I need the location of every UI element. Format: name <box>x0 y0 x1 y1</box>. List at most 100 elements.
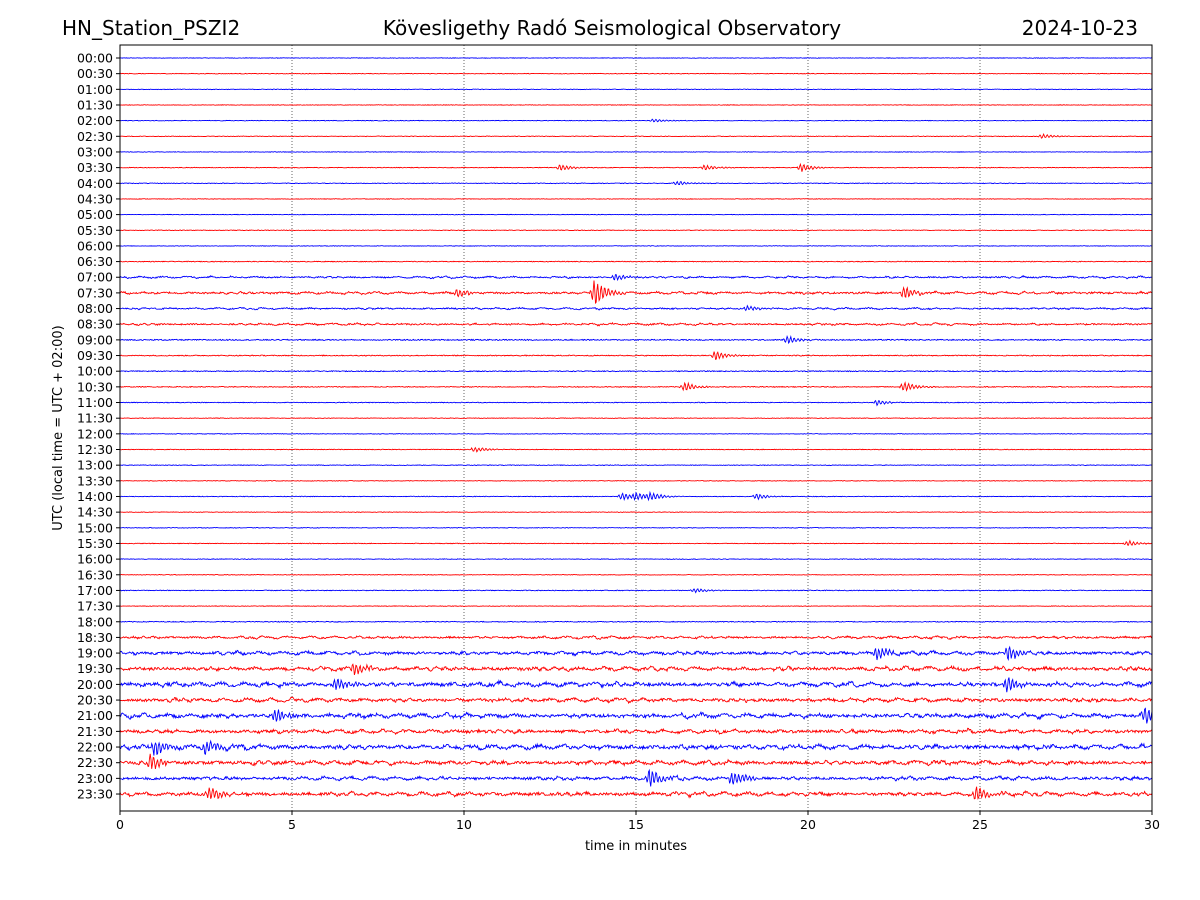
y-tick-label-1400: 14:00 <box>77 489 113 504</box>
y-tick-label-1530: 15:30 <box>77 536 113 551</box>
y-tick-label-0000: 00:00 <box>77 51 113 66</box>
y-tick-label-0500: 05:00 <box>77 207 113 222</box>
y-tick-label-1330: 13:30 <box>77 473 113 488</box>
trace-2030 <box>119 696 1153 705</box>
trace-0830 <box>119 321 1153 327</box>
trace-0430 <box>120 198 1153 200</box>
trace-2130 <box>119 727 1153 736</box>
y-tick-label-0800: 08:00 <box>77 301 113 316</box>
x-axis-ticks: 0 5 10 15 20 25 30 <box>116 811 1160 832</box>
y-tick-label-1600: 16:00 <box>77 552 113 567</box>
y-tick-label-0700: 07:00 <box>77 270 113 285</box>
trace-1500 <box>119 526 1153 529</box>
trace-0230 <box>119 133 1152 139</box>
trace-1100 <box>119 399 1153 407</box>
y-tick-label-2030: 20:30 <box>77 693 113 708</box>
trace-0500 <box>119 213 1153 216</box>
y-tick-label-1300: 13:00 <box>77 458 113 473</box>
y-tick-label-0030: 00:30 <box>77 66 113 81</box>
plot-frame <box>119 44 1153 812</box>
trace-2000 <box>119 677 1153 693</box>
y-tick-label-2330: 23:30 <box>77 787 113 802</box>
trace-0300 <box>119 151 1153 153</box>
y-tick-label-0200: 02:00 <box>77 113 113 128</box>
chart-date: 2024-10-23 <box>1022 16 1138 40</box>
y-tick-label-1930: 19:30 <box>77 661 113 676</box>
trace-2200 <box>120 739 1153 756</box>
trace-1700 <box>119 588 1153 594</box>
y-tick-label-0430: 04:30 <box>77 191 113 206</box>
trace-1430 <box>119 511 1153 513</box>
trace-0900 <box>119 334 1153 345</box>
y-tick-label-1730: 17:30 <box>77 599 113 614</box>
trace-0130 <box>119 104 1153 106</box>
trace-1830 <box>119 635 1153 641</box>
trace-area <box>119 57 1153 800</box>
y-tick-label-1800: 18:00 <box>77 614 113 629</box>
y-tick-label-0230: 02:30 <box>77 129 113 144</box>
y-tick-label-1130: 11:30 <box>77 411 113 426</box>
y-tick-label-2200: 22:00 <box>77 740 113 755</box>
trace-1530 <box>120 539 1153 546</box>
trace-0400 <box>119 180 1152 186</box>
x-axis-label: time in minutes <box>585 839 687 854</box>
grid-lines <box>291 45 981 811</box>
y-tick-label-0100: 01:00 <box>77 82 113 97</box>
y-tick-label-1030: 10:30 <box>77 379 113 394</box>
trace-0100 <box>120 88 1153 91</box>
x-tick-label-30: 30 <box>1144 817 1160 832</box>
y-tick-label-0530: 05:30 <box>77 223 113 238</box>
y-tick-label-2100: 21:00 <box>77 708 113 723</box>
y-tick-label-1230: 12:30 <box>77 442 113 457</box>
trace-0600 <box>119 245 1153 247</box>
trace-1600 <box>119 558 1153 560</box>
trace-1930 <box>119 663 1153 676</box>
y-tick-label-0600: 06:00 <box>77 238 113 253</box>
y-axis-label: UTC (local time = UTC + 02:00) <box>51 325 66 530</box>
trace-0730 <box>119 280 1153 305</box>
y-tick-label-2130: 21:30 <box>77 724 113 739</box>
trace-1800 <box>119 620 1153 623</box>
trace-1630 <box>119 573 1153 576</box>
x-tick-label-0: 0 <box>116 817 124 832</box>
trace-0200 <box>119 118 1153 123</box>
x-tick-label-20: 20 <box>800 817 816 832</box>
y-tick-label-0930: 09:30 <box>77 348 113 363</box>
trace-0330 <box>119 162 1152 172</box>
y-axis-ticks: 00:0000:3001:0001:3002:0002:3003:0003:30… <box>77 51 120 802</box>
x-tick-label-25: 25 <box>972 817 988 832</box>
trace-0800 <box>119 304 1153 312</box>
trace-1000 <box>120 370 1153 373</box>
trace-1900 <box>119 645 1153 662</box>
y-tick-label-1700: 17:00 <box>77 583 113 598</box>
y-tick-label-0300: 03:00 <box>77 144 113 159</box>
y-tick-label-0330: 03:30 <box>77 160 113 175</box>
y-tick-label-1500: 15:00 <box>77 520 113 535</box>
trace-2100 <box>119 707 1153 724</box>
trace-0630 <box>119 260 1153 263</box>
y-tick-label-0900: 09:00 <box>77 332 113 347</box>
x-tick-label-10: 10 <box>456 817 472 832</box>
chart-title: Kövesligethy Radó Seismological Observat… <box>383 16 841 40</box>
x-tick-label-5: 5 <box>288 817 296 832</box>
y-tick-label-2000: 20:00 <box>77 677 113 692</box>
x-tick-label-15: 15 <box>628 817 644 832</box>
y-tick-label-1200: 12:00 <box>77 426 113 441</box>
trace-1030 <box>119 381 1153 392</box>
trace-1200 <box>120 433 1153 435</box>
y-tick-label-0630: 06:30 <box>77 254 113 269</box>
trace-0000 <box>119 57 1153 59</box>
y-tick-label-1830: 18:30 <box>77 630 113 645</box>
trace-1300 <box>119 464 1153 467</box>
trace-1230 <box>119 446 1153 453</box>
trace-1400 <box>119 490 1152 502</box>
trace-0700 <box>119 273 1153 282</box>
y-tick-label-1000: 10:00 <box>77 364 113 379</box>
trace-0030 <box>119 72 1153 75</box>
y-tick-label-1630: 16:30 <box>77 567 113 582</box>
y-tick-label-2300: 23:00 <box>77 771 113 786</box>
trace-2330 <box>119 786 1153 800</box>
y-tick-label-0400: 04:00 <box>77 176 113 191</box>
y-tick-label-0130: 01:30 <box>77 97 113 112</box>
